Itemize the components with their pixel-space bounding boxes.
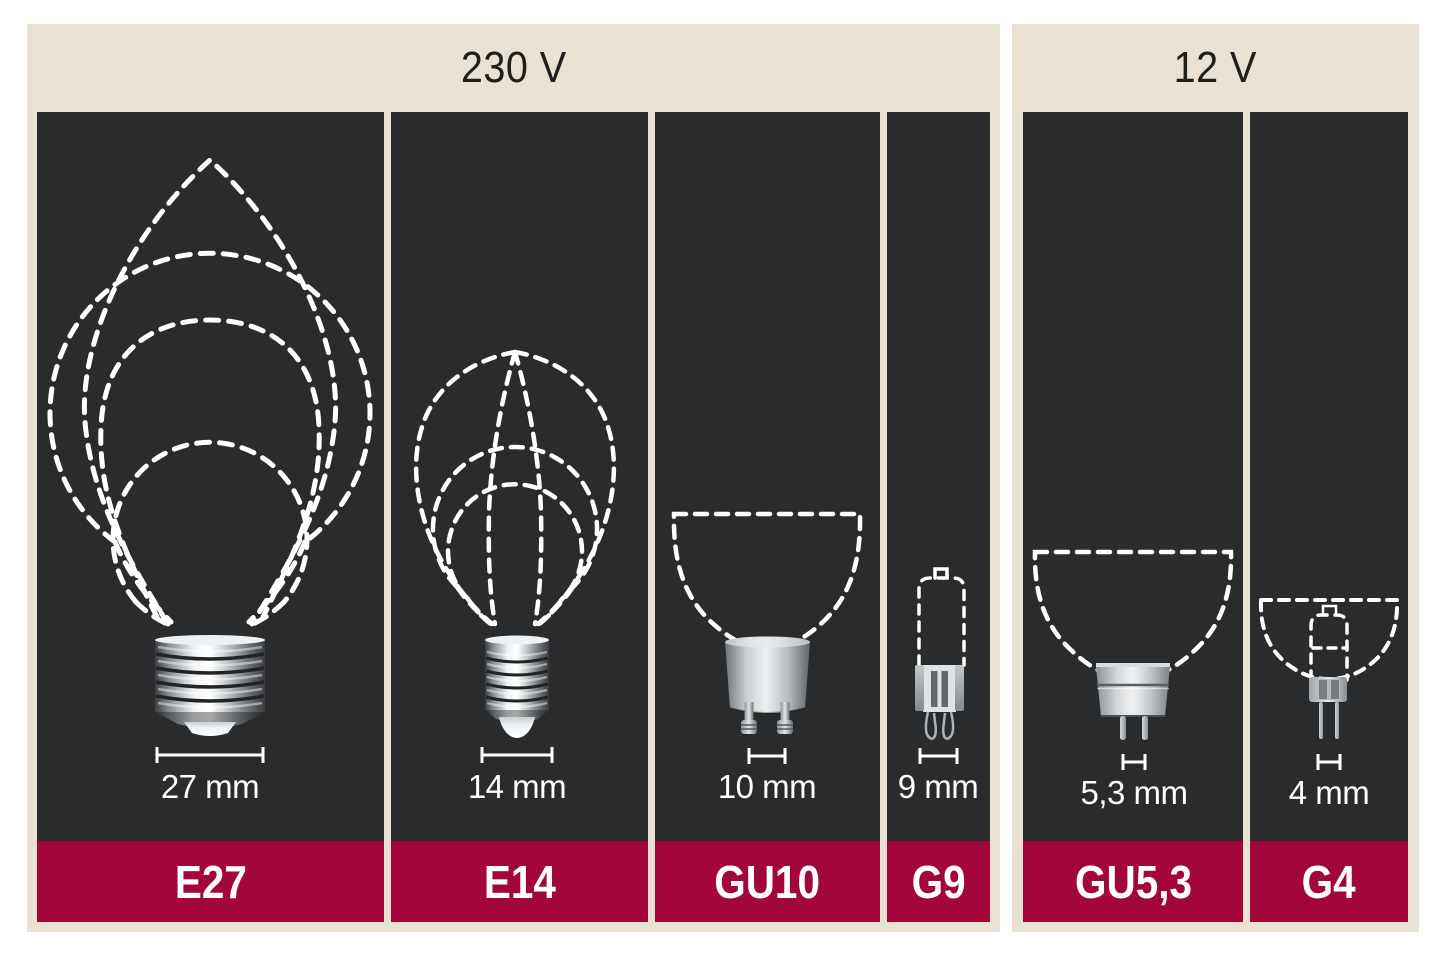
panel-title-230v: 230 V <box>27 24 1000 112</box>
column-e14: 14 mm E14 <box>391 112 648 922</box>
g4-measure-line <box>1316 754 1342 770</box>
e27-artwork: 27 mm <box>47 156 373 805</box>
g4-bulb-outline-icon <box>1258 598 1400 682</box>
gu10-measure-line <box>747 748 787 764</box>
gu53-artwork: 5,3 mm <box>1032 549 1234 811</box>
e14-measure-text: 14 mm <box>468 768 566 805</box>
gu53-measure-line <box>1121 754 1147 770</box>
g4-socket-icon <box>1309 677 1347 739</box>
gu10-bulb-outline-icon <box>671 511 863 652</box>
panel-230v: 230 V <box>27 24 1000 932</box>
label-g4: G4 <box>1250 841 1408 922</box>
label-g4-text: G4 <box>1301 855 1357 908</box>
columns-12v: 5,3 mm GU5,3 <box>1012 112 1419 922</box>
label-g9-text: G9 <box>911 855 966 908</box>
gu53-measure-text: 5,3 mm <box>1080 774 1187 811</box>
e27-measure-line <box>155 747 265 763</box>
label-e14: E14 <box>391 841 648 922</box>
label-gu10-text: GU10 <box>714 855 821 908</box>
column-gu10: 10 mm GU10 <box>655 112 880 922</box>
label-e27: E27 <box>37 841 384 922</box>
column-e27: 27 mm E27 <box>37 112 384 922</box>
label-gu53-text: GU5,3 <box>1074 855 1192 908</box>
g9-measure-text: 9 mm <box>898 768 979 805</box>
g9-measure-line <box>918 748 959 764</box>
label-g9: G9 <box>887 841 990 922</box>
gu10-socket-icon <box>725 636 810 734</box>
e27-measure-text: 27 mm <box>161 768 259 805</box>
g9-artwork: 9 mm <box>898 567 979 805</box>
e27-socket-icon <box>155 635 265 736</box>
column-g4: 4 mm G4 <box>1250 112 1408 922</box>
gu10-artwork: 10 mm <box>671 511 863 805</box>
label-gu10: GU10 <box>655 841 880 922</box>
e14-artwork: 14 mm <box>413 349 617 805</box>
panel-title-12v-text: 12 V <box>1173 43 1258 92</box>
columns-230v: 27 mm E27 <box>27 112 1000 922</box>
g4-measure-text: 4 mm <box>1289 774 1370 811</box>
column-g9: 9 mm G9 <box>887 112 990 922</box>
g9-bulb-outline-icon <box>917 567 966 667</box>
e14-bulb-outlines-icon <box>413 349 617 628</box>
g4-artwork: 4 mm <box>1258 598 1400 811</box>
e14-measure-line <box>480 747 554 763</box>
e14-socket-icon <box>485 635 549 738</box>
gu53-bulb-outline-icon <box>1032 549 1234 682</box>
label-gu53: GU5,3 <box>1023 841 1243 922</box>
e27-bulb-outlines-icon <box>47 156 373 629</box>
panel-title-12v: 12 V <box>1012 24 1419 112</box>
panel-12v: 12 V <box>1012 24 1419 932</box>
panel-title-230v-text: 230 V <box>460 43 567 92</box>
g9-socket-icon <box>915 665 964 740</box>
gu53-socket-icon <box>1096 663 1170 740</box>
column-gu53: 5,3 mm GU5,3 <box>1023 112 1243 922</box>
gu10-measure-text: 10 mm <box>718 768 816 805</box>
label-e14-text: E14 <box>483 855 556 908</box>
label-e27-text: E27 <box>174 855 247 908</box>
